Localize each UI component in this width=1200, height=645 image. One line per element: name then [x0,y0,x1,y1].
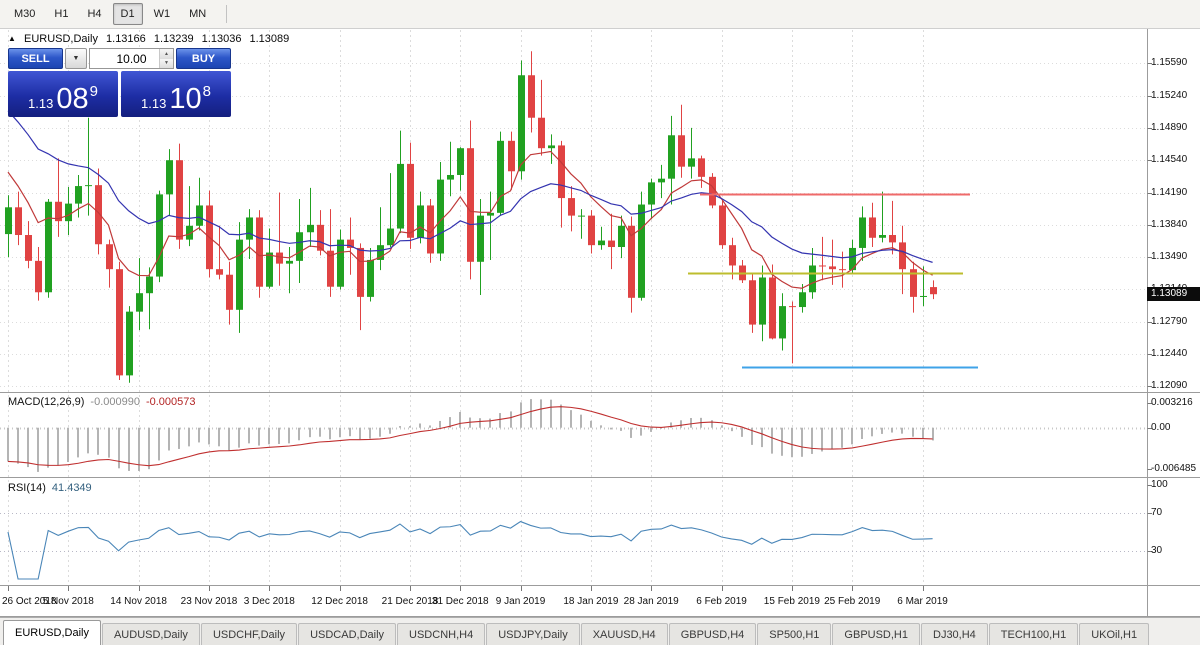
chart-tab-tech100-h1[interactable]: TECH100,H1 [988,623,1079,645]
timeframe-button-h1[interactable]: H1 [54,8,69,20]
chart-tab-xauusd-h4[interactable]: XAUUSD,H4 [580,623,668,645]
bid-price-main: 08 [56,83,89,116]
date-axis-label: 15 Feb 2019 [763,596,820,607]
volume-input[interactable]: 10.00 ▲ ▼ [89,48,174,69]
chevron-down-icon: ▼ [72,55,80,62]
macd-axis-label: 0.003216 [1151,397,1193,408]
bid-price-prefix: 1.13 [28,96,54,111]
date-axis-label: 12 Dec 2018 [311,596,368,607]
current-price-badge: 1.13089 [1147,287,1200,302]
ask-price-prefix: 1.13 [141,96,167,111]
date-axis-label: 21 Dec 2018 [381,596,439,607]
price-axis-label: 1.12090 [1151,380,1188,392]
price-axis-label: 1.13840 [1151,218,1188,230]
chart-tab-sp500-h1[interactable]: SP500,H1 [757,623,832,645]
macd-axis-label: 0.00 [1151,421,1171,433]
toolbar-separator [226,5,228,23]
price-axis-label: 1.13490 [1151,251,1188,263]
macd-indicator-label: MACD(12,26,9) -0.000990 -0.000573 [8,396,196,408]
volume-dropdown-button[interactable]: ▼ [65,48,87,69]
timeframe-button-m30[interactable]: M30 [14,8,36,20]
date-axis-label: 9 Jan 2019 [495,596,546,607]
ohlc-high: 1.13239 [153,33,194,45]
date-axis-label: 18 Jan 2019 [563,596,619,607]
macd-axis-label: -0.006485 [1151,463,1197,474]
rsi-indicator-label: RSI(14) 41.4349 [8,482,92,494]
timeframe-button-d1[interactable]: D1 [112,3,143,25]
chart-tab-usdjpy-daily[interactable]: USDJPY,Daily [486,623,580,645]
chart-tab-eurusd-daily[interactable]: EURUSD,Daily [3,620,101,645]
price-axis-label: 1.14890 [1151,121,1188,133]
chart-tab-usdcad-daily[interactable]: USDCAD,Daily [298,623,397,645]
chart-tab-audusd-daily[interactable]: AUDUSD,Daily [101,623,200,645]
price-axis-label: 1.12790 [1151,315,1188,327]
date-axis-label: 26 Oct 2018 [2,596,57,607]
ohlc-open: 1.13166 [106,33,146,45]
price-axis-label: 1.15590 [1151,57,1188,69]
buy-quote-button[interactable]: 1.13 10 8 [121,71,231,117]
ohlc-close: 1.13089 [249,33,290,45]
ask-price-pip: 8 [202,83,211,100]
chart-tab-dj30-h4[interactable]: DJ30,H4 [921,623,988,645]
rsi-axis-label: 100 [1151,479,1168,490]
date-axis-label: 25 Feb 2019 [824,596,881,607]
chart-tab-gbpusd-h4[interactable]: GBPUSD,H4 [668,623,757,645]
price-axis-label: 1.14190 [1151,186,1188,198]
ohlc-low: 1.13036 [201,33,242,45]
bid-price-pip: 9 [89,83,98,100]
timeframe-button-mn[interactable]: MN [189,8,207,20]
volume-spinner[interactable]: ▲ ▼ [159,49,173,68]
date-axis-label: 28 Jan 2019 [623,596,679,607]
one-click-trading-panel: SELL ▼ 10.00 ▲ ▼ BUY 1.13 08 9 1.13 10 8 [8,48,231,117]
price-axis-label: 1.12440 [1151,348,1188,360]
chart-tab-usdcnh-h4[interactable]: USDCNH,H4 [397,623,486,645]
chart-tab-ukoil-h1[interactable]: UKOil,H1 [1079,623,1150,645]
date-axis-label: 6 Mar 2019 [897,596,948,607]
macd-value-main: -0.000990 [90,396,140,408]
ask-price-main: 10 [169,83,202,116]
chart-tab-gbpusd-h1[interactable]: GBPUSD,H1 [832,623,920,645]
one-click-collapse-icon[interactable]: ▲ [8,34,16,43]
price-axis-label: 1.15240 [1151,89,1188,101]
buy-button[interactable]: BUY [176,48,231,69]
date-axis-label: 31 Dec 2018 [431,596,489,607]
price-axis-label: 1.14540 [1151,154,1188,166]
volume-value: 10.00 [116,51,147,66]
spin-up-icon: ▲ [160,49,173,59]
chart-symbol: EURUSD,Daily [23,33,98,45]
spin-down-icon: ▼ [160,58,173,68]
rsi-axis-label: 70 [1151,507,1163,519]
chart-title: ▲ EURUSD,Daily 1.13166 1.13239 1.13036 1… [8,33,294,45]
macd-value-signal: -0.000573 [145,396,196,408]
date-axis-label: 14 Nov 2018 [110,596,167,607]
date-axis-label: 5 Nov 2018 [42,596,94,607]
date-axis-label: 23 Nov 2018 [180,596,238,607]
sell-button[interactable]: SELL [8,48,63,69]
rsi-value: 41.4349 [51,482,92,494]
rsi-axis-label: 30 [1151,544,1163,556]
chart-tab-usdchf-daily[interactable]: USDCHF,Daily [200,623,298,645]
timeframe-button-h4[interactable]: H4 [87,8,102,20]
date-axis-label: 6 Feb 2019 [696,596,747,607]
macd-name: MACD(12,26,9) [8,396,85,408]
chart-tabs: EURUSD,Daily AUDUSD,Daily USDCHF,Daily USDC… [0,617,1200,645]
date-axis-label: 3 Dec 2018 [243,596,295,607]
timeframe-button-w1[interactable]: W1 [153,8,171,20]
sell-quote-button[interactable]: 1.13 08 9 [8,71,118,117]
rsi-name: RSI(14) [8,482,46,494]
timeframe-toolbar: M30 H1 H4 D1 W1 MN [0,0,1200,29]
